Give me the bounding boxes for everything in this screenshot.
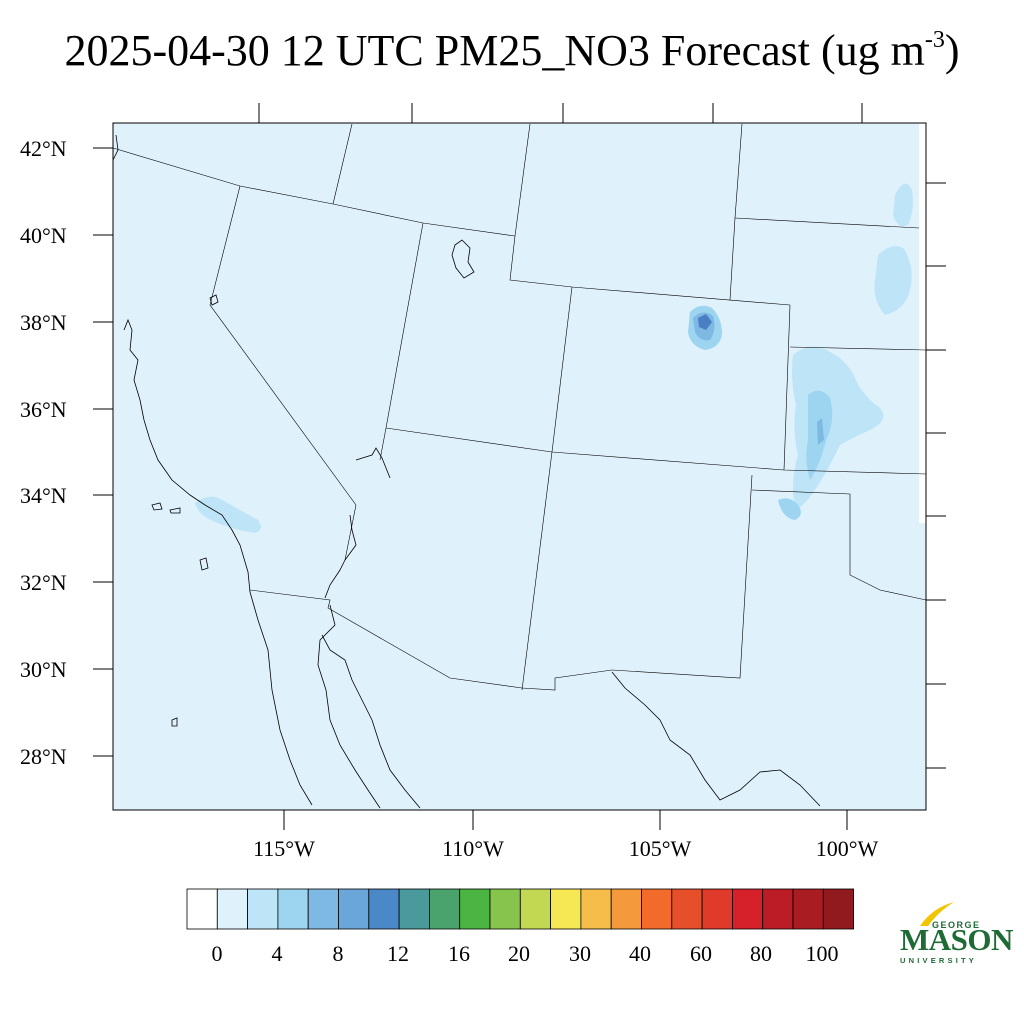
logo-swoosh-icon <box>920 902 954 926</box>
logo-line3: UNIVERSITY <box>900 956 978 965</box>
plume-texas <box>778 498 801 520</box>
colorbar-tick-label: 12 <box>387 941 409 966</box>
title-close: ) <box>944 26 960 75</box>
title-text: 2025-04-30 12 UTC PM25_NO3 Forecast (ug … <box>64 26 925 75</box>
lon-label: 110°W <box>442 836 504 861</box>
plume-socal <box>195 496 261 533</box>
border-mexico <box>249 589 613 691</box>
border-id-ut <box>332 123 353 205</box>
coastline-baja-gulf <box>317 604 381 809</box>
tick-marks <box>93 103 946 830</box>
coastline-pacific <box>112 134 313 806</box>
plume-denver-core <box>698 314 712 330</box>
coastline-gulf-east <box>324 514 357 599</box>
coastline-island-2 <box>169 507 181 514</box>
plume-nebraska-north <box>893 183 913 227</box>
coastlines <box>112 134 821 809</box>
colorbar-tick-label: 30 <box>569 941 591 966</box>
lake-tahoe <box>209 294 219 306</box>
lat-label: 28°N <box>20 744 67 769</box>
title-exponent: -3 <box>924 27 945 53</box>
lon-label: 105°W <box>628 836 692 861</box>
map-edge-blank <box>919 123 926 523</box>
political-borders <box>112 123 927 691</box>
map-title: 2025-04-30 12 UTC PM25_NO3 Forecast (ug … <box>0 28 1024 73</box>
coastline-baja-east <box>321 634 421 809</box>
lat-label: 34°N <box>20 483 67 508</box>
colorbar-tick-label: 60 <box>690 941 712 966</box>
border-ne <box>734 217 920 229</box>
colorbar-tick-label: 0 <box>211 941 223 966</box>
logo-line1: GEORGE <box>932 920 981 930</box>
border-az-ut <box>385 427 927 475</box>
colorbar-tick-label: 20 <box>508 941 530 966</box>
lake-great-salt <box>451 239 475 279</box>
lake-mead <box>355 447 391 479</box>
border-nv-ca <box>209 185 357 506</box>
border-ut-co <box>551 286 573 453</box>
concentration-plumes <box>195 183 913 533</box>
river-rio-grande <box>611 671 821 807</box>
lon-label: 115°W <box>253 836 315 861</box>
map-frame <box>112 122 927 811</box>
border-wy <box>509 123 791 306</box>
border-az-ca <box>344 504 357 561</box>
border-ks-ne <box>789 346 927 351</box>
colorbar-tick-label: 8 <box>332 941 344 966</box>
colorbar-tick-label: 4 <box>271 941 283 966</box>
lat-label: 30°N <box>20 657 67 682</box>
border-nm-tx <box>611 474 753 679</box>
lat-label: 36°N <box>20 397 67 422</box>
border-co-ks <box>783 304 791 471</box>
university-logo: GEORGE MASON UNIVERSITY <box>898 900 1013 970</box>
lat-label: 38°N <box>20 310 67 335</box>
lon-label: 100°W <box>815 836 879 861</box>
colorbar-tick-label: 80 <box>750 941 772 966</box>
lat-label: 42°N <box>20 136 67 161</box>
lat-label: 32°N <box>20 570 67 595</box>
border-ok <box>751 489 927 601</box>
border-az-nm <box>521 451 553 691</box>
map-background <box>113 123 926 810</box>
coastline-island-4 <box>171 717 178 727</box>
logo-line2: MASON <box>900 922 1013 957</box>
colorbar-tick-label: 100 <box>805 941 839 966</box>
plume-nebraska <box>874 246 912 315</box>
lat-label: 40°N <box>20 223 67 248</box>
coastline-island-3 <box>199 557 209 571</box>
colorbar-tick-label: 16 <box>448 941 470 966</box>
coastline-island-1 <box>151 502 163 511</box>
plume-kansas-streak <box>817 418 824 445</box>
colorbar-tick-label: 40 <box>629 941 651 966</box>
